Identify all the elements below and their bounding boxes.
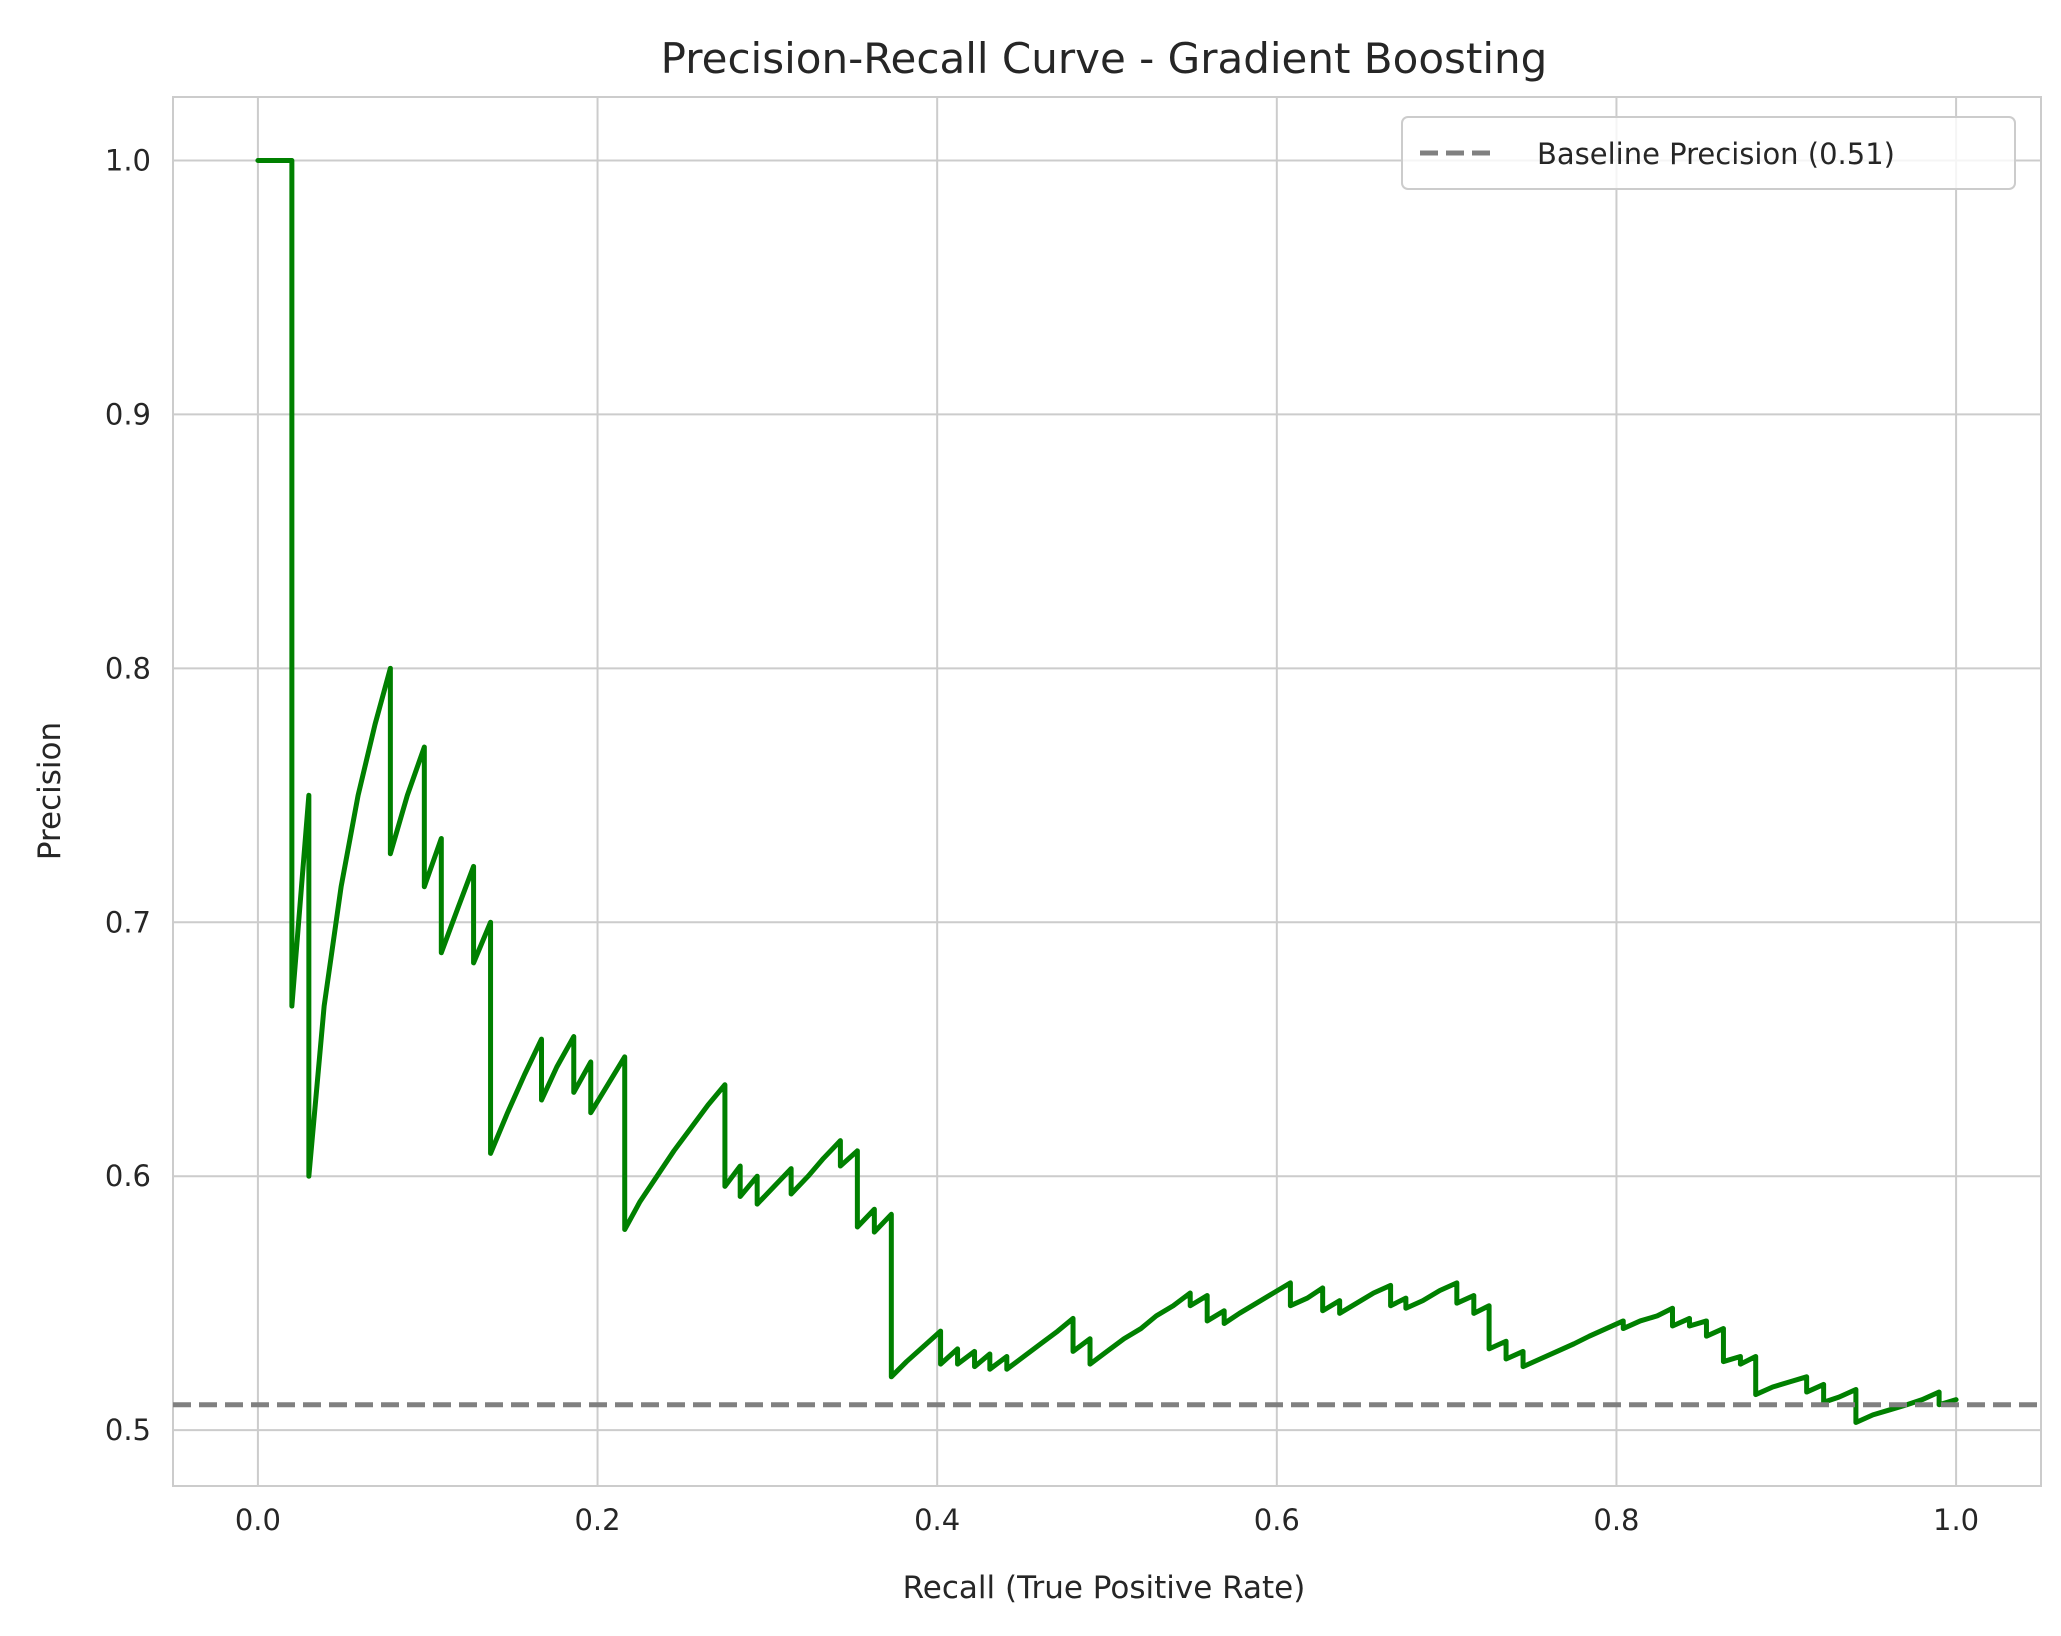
legend-baseline-label: Baseline Precision (0.51) — [1537, 137, 1895, 171]
x-axis-label: Recall (True Positive Rate) — [903, 1570, 1306, 1606]
chart-title: Precision-Recall Curve - Gradient Boosti… — [661, 34, 1548, 83]
precision-recall-curve — [255, 157, 1959, 1426]
y-axis-label: Precision — [32, 722, 68, 860]
y-tick-label: 0.6 — [105, 1159, 151, 1193]
y-tick-label: 0.8 — [105, 651, 151, 685]
x-tick-label: 0.2 — [574, 1503, 620, 1537]
x-tick-label: 0.4 — [914, 1503, 960, 1537]
x-tick-label: 0.6 — [1254, 1503, 1300, 1537]
legend-box — [1401, 116, 2016, 190]
y-tick-label: 0.9 — [105, 397, 151, 431]
x-tick-label: 0.8 — [1593, 1503, 1639, 1537]
data-layer — [173, 157, 2041, 1426]
plot-frame — [172, 96, 2042, 1487]
grid-layer — [173, 97, 2041, 1486]
x-tick-label: 0.0 — [235, 1503, 281, 1537]
tick-layer: 0.0 0.2 0.4 0.6 0.8 1.0 0.5 0.6 0.7 0.8 0.9 1.0 — [105, 143, 1979, 1537]
x-tick-label: 1.0 — [1933, 1503, 1979, 1537]
legend: Baseline Precision (0.51) — [1401, 116, 2016, 190]
y-tick-label: 0.5 — [105, 1413, 151, 1447]
y-tick-label: 1.0 — [105, 143, 151, 177]
y-tick-label: 0.7 — [105, 905, 151, 939]
